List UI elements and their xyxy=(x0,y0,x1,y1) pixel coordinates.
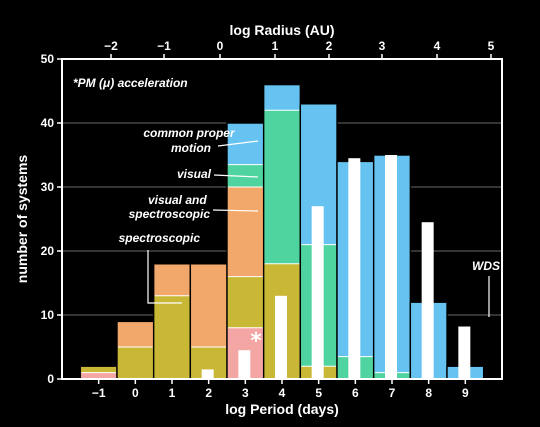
y-tick-label-5: 50 xyxy=(41,52,55,66)
pm-star-marker: * xyxy=(250,329,262,354)
bar-4-spectroscopic xyxy=(227,276,264,328)
wds-bar-5 xyxy=(385,155,397,379)
top-tick-label-0: −2 xyxy=(104,39,118,53)
top-tick-label-5: 3 xyxy=(379,39,386,53)
pm-acceleration-note: *PM (μ) acceleration xyxy=(73,76,188,90)
top-tick-label-1: −1 xyxy=(157,39,171,53)
y-axis: 0 10 20 30 40 50 xyxy=(41,52,62,386)
bottom-tick-label-0: −1 xyxy=(92,386,106,400)
y-tick-label-3: 30 xyxy=(41,180,55,194)
top-tick-label-6: 4 xyxy=(434,39,441,53)
bottom-tick-label-6: 5 xyxy=(315,386,322,400)
top-tick-label-4: 2 xyxy=(326,39,333,53)
bar-0-pm xyxy=(80,372,117,379)
bar-1-visual-and-spectroscopic xyxy=(117,321,154,347)
bar-1-spectroscopic xyxy=(117,347,154,379)
annotation-leaders xyxy=(147,140,490,317)
y-tick-label-0: 0 xyxy=(47,372,54,386)
bottom-tick-label-5: 4 xyxy=(279,386,286,400)
top-tick-label-3: 1 xyxy=(272,39,279,53)
wds-bar-3 xyxy=(311,206,324,379)
wds-bar-1 xyxy=(238,350,251,379)
bars-layer xyxy=(79,83,485,380)
top-axis: −2 −1 0 1 2 3 4 5 xyxy=(104,39,495,59)
label-visual-and-spectroscopic-line-1: visual and xyxy=(148,193,207,207)
bar-2-spectroscopic xyxy=(153,295,191,379)
bottom-tick-label-4: 3 xyxy=(242,386,249,400)
wds-bars-layer xyxy=(201,155,471,379)
bar-0-spectroscopic xyxy=(80,366,117,373)
wds-bar-4 xyxy=(348,158,361,379)
bar-3-visual-and-spectroscopic xyxy=(190,263,227,347)
wds-bar-7 xyxy=(458,326,471,379)
label-visual-and-spectroscopic-line-2: spectroscopic xyxy=(129,207,211,221)
label-spectroscopic: spectroscopic xyxy=(119,231,201,245)
y-tick-label-4: 40 xyxy=(41,116,55,130)
y-tick-label-1: 10 xyxy=(41,308,55,322)
bottom-tick-label-2: 1 xyxy=(169,386,176,400)
top-tick-label-2: 0 xyxy=(217,39,224,53)
leader-common-proper-motion xyxy=(217,140,259,147)
bar-4-visual-and-spectroscopic xyxy=(227,187,264,277)
label-wds: WDS xyxy=(472,259,500,273)
bottom-tick-label-1: 0 xyxy=(132,386,139,400)
label-visual: visual xyxy=(177,167,212,181)
label-visual-and-spectroscopic: visual and spectroscopic xyxy=(129,193,211,221)
bottom-tick-label-8: 7 xyxy=(389,386,396,400)
leader-spectroscopic xyxy=(147,250,182,304)
bottom-tick-label-9: 8 xyxy=(425,386,432,400)
leader-visual-and-spectroscopic xyxy=(212,209,259,212)
wds-bar-2 xyxy=(275,295,287,379)
x-axis-title: log Period (days) xyxy=(225,401,339,417)
bottom-tick-label-3: 2 xyxy=(205,386,212,400)
label-common-proper-motion-line-1: common proper xyxy=(143,126,236,140)
bottom-tick-label-7: 6 xyxy=(352,386,359,400)
top-tick-label-7: 5 xyxy=(488,39,495,53)
bar-2-visual-and-spectroscopic xyxy=(153,263,191,296)
bar-5-visual xyxy=(263,110,301,264)
bottom-tick-label-10: 9 xyxy=(462,386,469,400)
bar-4-visual xyxy=(227,164,264,187)
y-tick-label-2: 20 xyxy=(41,244,55,258)
bottom-axis: −1 0 1 2 3 4 5 6 7 8 9 xyxy=(92,379,469,400)
leader-visual xyxy=(213,174,259,178)
label-common-proper-motion: common proper motion xyxy=(143,126,238,155)
wds-bar-0 xyxy=(201,369,214,379)
wds-bar-6 xyxy=(421,222,434,379)
label-common-proper-motion-line-2: motion xyxy=(171,141,211,155)
y-axis-title: number of systems xyxy=(14,155,30,284)
bar-5-common-proper-motion xyxy=(263,84,301,111)
top-axis-title: log Radius (AU) xyxy=(230,22,335,38)
